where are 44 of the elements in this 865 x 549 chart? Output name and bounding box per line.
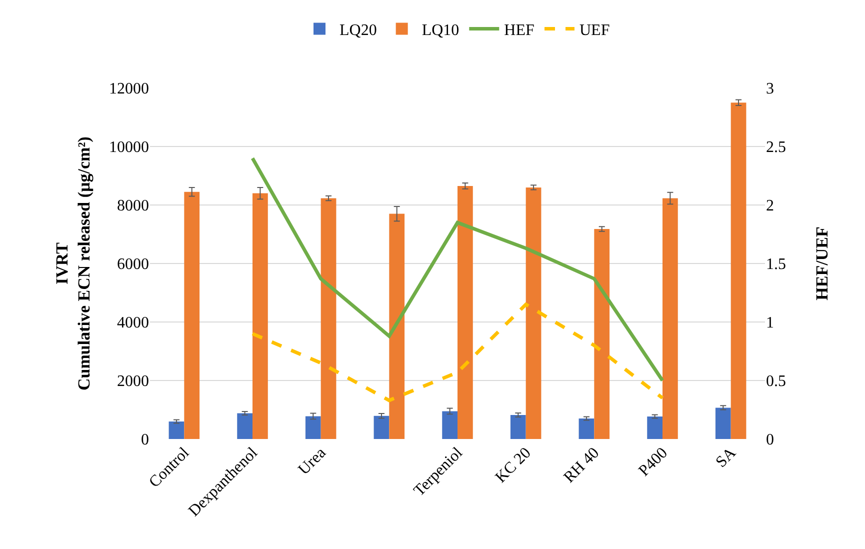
y2-tick-label: 1 [766,314,774,332]
bar [320,198,336,439]
bar [578,418,594,439]
bar [374,416,390,439]
y-tick-label: 10000 [109,139,149,156]
y-tick-label: 8000 [117,198,149,215]
bar [389,214,405,439]
bar [442,411,458,439]
bar [510,415,526,439]
bar [458,186,473,439]
y-tick-label: 4000 [117,314,149,332]
y2-tick-label: 2 [766,198,774,215]
y2-tick-label: 0.5 [766,373,786,390]
bar [647,416,662,439]
y2-axis-title: HEF/UEF [812,226,832,300]
bar [168,421,184,439]
y-tick-label: 0 [141,432,149,449]
y2-tick-label: 3 [766,80,774,98]
y-tick-label: 2000 [117,373,149,390]
y-axis-title: IVRT Cumulative ECN released (µg/cm²) [52,136,94,390]
bar [662,198,678,439]
line-series [250,156,664,382]
legend-label: LQ20 [340,22,377,40]
x-tick-label: SA [712,444,740,471]
y2-tick-label: 0 [766,432,774,449]
legend-label: UEF [579,22,610,40]
bar [184,192,200,439]
bar [594,228,610,439]
bar [715,408,731,439]
bar [305,416,321,439]
legend-label: LQ10 [422,22,460,40]
bar [252,193,268,439]
bar [730,102,746,439]
bar [526,187,542,439]
y2-tick-label: 2.5 [766,139,786,156]
x-tick-label: KC 20 [492,444,534,486]
y-tick-label: 6000 [117,256,149,274]
y-tick-label: 12000 [109,80,149,98]
y2-tick-label: 1.5 [766,256,786,274]
bar [237,413,252,439]
line-series [250,302,664,402]
x-tick-label: Urea [295,444,330,478]
legend-label: HEF [504,22,534,40]
x-tick-label: RH 40 [560,444,603,486]
